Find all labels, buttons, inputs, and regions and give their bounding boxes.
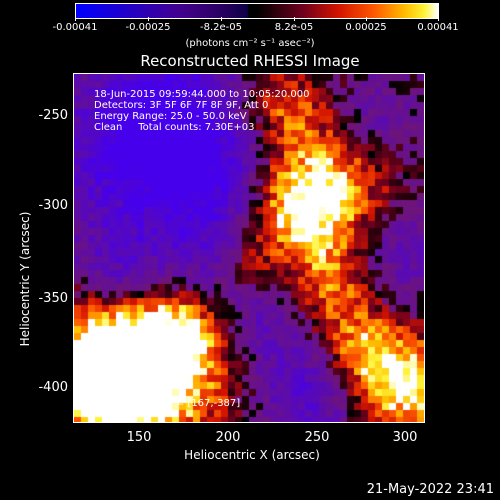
x-tick-label: 200 xyxy=(215,430,241,445)
x-tick-label: 150 xyxy=(126,430,152,445)
x-tick-label: 300 xyxy=(392,430,418,445)
annotation-detectors: Detectors: 3F 5F 6F 7F 8F 9F, Att 0 xyxy=(94,100,269,111)
y-tick-label: -250 xyxy=(38,108,68,123)
x-axis-label: Heliocentric X (arcsec) xyxy=(184,448,320,462)
image-title: Reconstructed RHESSI Image xyxy=(140,52,360,70)
annotation-counts: Clean Total counts: 7.30E+03 xyxy=(94,122,255,133)
x-tick-label: 250 xyxy=(304,430,330,445)
y-tick-label: -300 xyxy=(38,198,68,213)
colorbar-tick-mark xyxy=(366,17,367,21)
colorbar-unit: (photons cm⁻² s⁻¹ asec⁻²) xyxy=(185,38,315,49)
peak-position-label: Position of Peak = [167,-387] xyxy=(94,398,241,409)
colorbar-tick-mark xyxy=(75,17,76,21)
annotation-time: 18-Jun-2015 09:59:44.000 to 10:05:20.000 xyxy=(94,89,310,100)
colorbar-tick-mark xyxy=(221,17,222,21)
colorbar-tick-label: -0.00041 xyxy=(52,22,98,33)
annotation-energy: Energy Range: 25.0 - 50.0 keV xyxy=(94,111,247,122)
y-tick-label: -400 xyxy=(38,380,68,395)
colorbar-tick-mark xyxy=(294,17,295,21)
colorbar-tick-mark xyxy=(148,17,149,21)
colorbar-tick-label: -0.00025 xyxy=(125,22,171,33)
rhessi-image: 18-Jun-2015 09:59:44.000 to 10:05:20.000… xyxy=(73,73,425,423)
colorbar-tick-mark xyxy=(438,17,439,21)
y-axis-label: Heliocentric Y (arcsec) xyxy=(18,211,32,347)
rhessi-image-canvas xyxy=(74,74,424,422)
colorbar xyxy=(75,3,439,19)
colorbar-tick-label: 0.00025 xyxy=(345,22,387,33)
colorbar-tick-label: 8.2e-05 xyxy=(274,22,314,33)
timestamp: 21-May-2022 23:41 xyxy=(366,482,494,497)
colorbar-tick-label: 0.00041 xyxy=(417,22,459,33)
colorbar-tick-label: -8.2e-05 xyxy=(200,22,242,33)
y-tick-label: -350 xyxy=(38,291,68,306)
